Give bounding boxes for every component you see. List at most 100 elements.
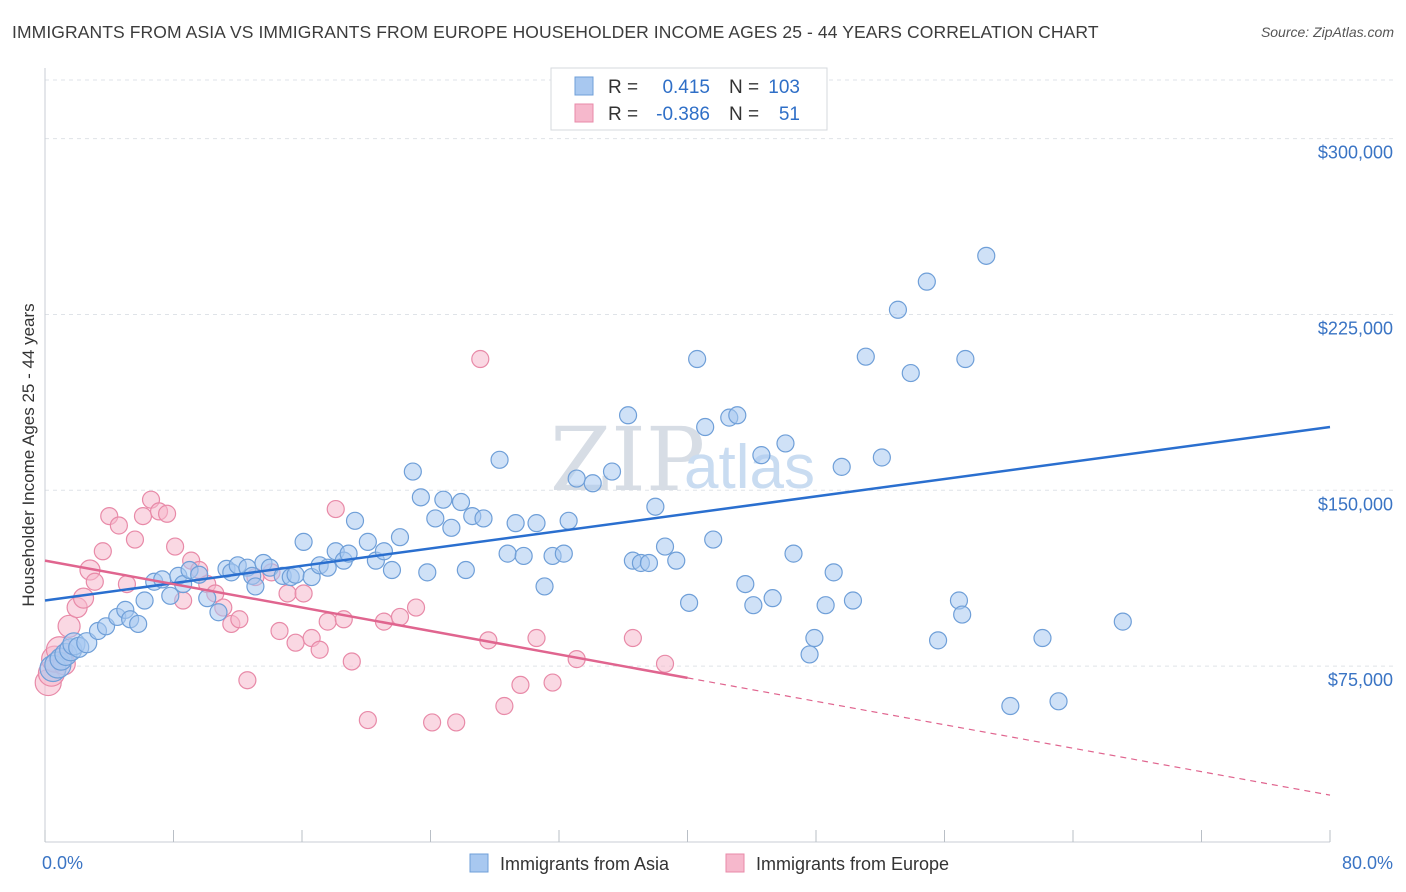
europe-point <box>72 587 95 609</box>
y-tick-label: $75,000 <box>1328 670 1393 690</box>
europe-trend-extension <box>687 677 1331 796</box>
asia-point <box>776 434 795 453</box>
europe-point <box>133 506 153 526</box>
europe-point <box>294 584 313 603</box>
asia-point <box>161 586 180 605</box>
asia-point <box>824 563 843 582</box>
europe-point <box>270 621 289 641</box>
asia-point <box>928 631 948 650</box>
y-tick-label: $150,000 <box>1318 494 1393 514</box>
asia-point <box>1049 692 1068 711</box>
asia-point <box>888 300 908 319</box>
europe-point <box>166 537 185 556</box>
asia-point <box>456 560 475 580</box>
asia-point <box>680 593 699 612</box>
asia-point <box>602 462 622 481</box>
legend-asia-swatch <box>574 76 594 96</box>
series-legend-asia-label: Immigrants from Asia <box>500 854 670 874</box>
source-credit: Source: ZipAtlas.com <box>1260 24 1394 40</box>
asia-point <box>1001 696 1020 716</box>
asia-point <box>655 537 675 556</box>
asia-point <box>382 560 402 580</box>
asia-point <box>498 544 517 563</box>
europe-point <box>310 640 329 659</box>
asia-trend-line <box>44 425 1331 602</box>
asia-point <box>490 450 509 469</box>
asia-point <box>639 553 659 573</box>
watermark-atlas: atlas <box>684 433 815 502</box>
europe-point <box>326 499 345 519</box>
asia-point <box>752 446 771 465</box>
asia-point <box>618 406 638 425</box>
asia-point <box>583 474 602 493</box>
legend-europe-n-value: 51 <box>779 104 800 125</box>
asia-point <box>535 577 554 596</box>
y-tick-label: $225,000 <box>1318 318 1393 338</box>
europe-point <box>342 652 361 671</box>
series-europe-points <box>34 349 675 732</box>
europe-point <box>511 675 530 695</box>
asia-point <box>527 514 546 533</box>
europe-point <box>318 612 337 631</box>
asia-point <box>567 469 586 488</box>
europe-point <box>543 673 562 692</box>
legend-asia-r-label: R = <box>608 77 638 98</box>
europe-point <box>109 516 128 535</box>
asia-point <box>956 349 975 369</box>
series-legend-europe-swatch <box>725 853 745 873</box>
asia-point <box>451 492 471 512</box>
asia-point <box>442 518 461 537</box>
zipatlas-watermark: ZIP atlas <box>550 408 815 511</box>
asia-point <box>953 605 972 624</box>
europe-trend-line <box>44 559 688 680</box>
europe-point <box>527 628 546 648</box>
europe-point <box>406 598 426 617</box>
europe-point <box>623 628 642 648</box>
legend-asia-n-label: N = <box>729 77 759 98</box>
asia-point <box>816 596 835 615</box>
x-tick-label-min: 0.0% <box>42 853 83 873</box>
europe-point <box>390 607 410 627</box>
asia-point <box>559 511 578 530</box>
europe-point <box>238 671 257 690</box>
asia-point <box>374 542 394 561</box>
correlation-legend: R = 0.415 N = 103 R = -0.386 N = 51 <box>550 67 828 131</box>
asia-point <box>390 528 410 547</box>
y-axis-label: Householder Income Ages 25 - 44 years <box>19 303 38 606</box>
europe-point <box>230 610 249 629</box>
asia-point <box>856 347 875 366</box>
axes <box>44 68 1331 843</box>
asia-point <box>76 632 98 654</box>
asia-point <box>763 589 782 608</box>
series-legend-europe-label: Immigrants from Europe <box>756 854 949 874</box>
legend-europe-swatch <box>574 103 594 123</box>
series-legend: Immigrants from Asia Immigrants from Eur… <box>469 853 949 874</box>
chart-title: IMMIGRANTS FROM ASIA VS IMMIGRANTS FROM … <box>12 22 1099 42</box>
asia-point <box>843 591 863 610</box>
asia-point <box>667 551 686 570</box>
asia-point <box>209 603 228 622</box>
watermark-zip: ZIP <box>550 408 705 511</box>
europe-point <box>358 710 377 730</box>
y-tick-label: $300,000 <box>1318 143 1393 163</box>
asia-point <box>129 614 148 634</box>
asia-point <box>286 565 305 584</box>
trend-lines <box>44 425 1331 796</box>
asia-point <box>1113 612 1132 631</box>
series-asia-points <box>39 246 1132 716</box>
europe-point <box>93 542 112 561</box>
x-tick-label-max: 80.0% <box>1342 853 1393 873</box>
asia-point <box>411 488 430 507</box>
legend-box <box>550 67 828 131</box>
asia-point <box>514 546 533 566</box>
europe-point <box>495 696 514 716</box>
asia-point <box>403 462 422 481</box>
europe-point <box>157 504 177 523</box>
asia-point <box>744 596 763 615</box>
asia-point <box>800 645 819 664</box>
europe-point <box>471 349 490 369</box>
europe-point <box>447 713 466 732</box>
europe-point <box>286 633 305 652</box>
asia-point <box>696 417 715 437</box>
